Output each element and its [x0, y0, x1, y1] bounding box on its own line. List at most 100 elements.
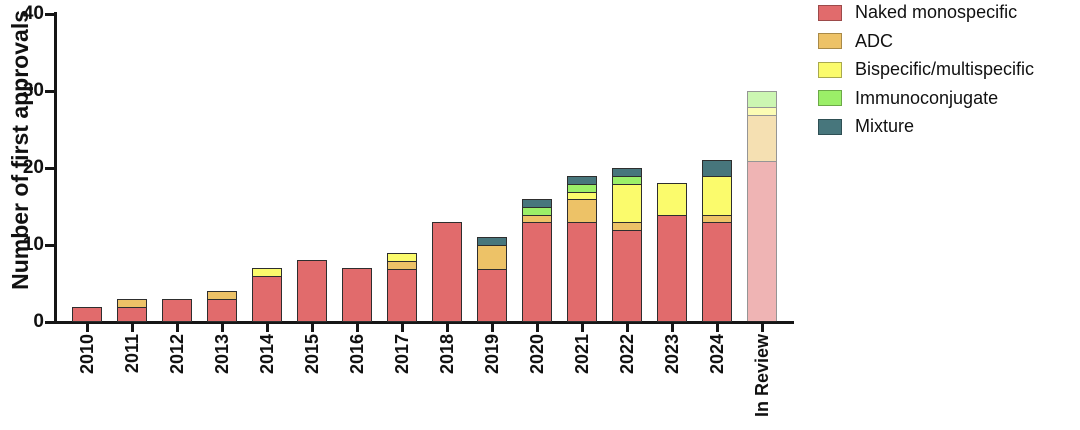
bar-2021: [567, 175, 597, 324]
bar-segment-naked-monospecific: [342, 268, 372, 322]
legend-label: Naked monospecific: [855, 2, 1018, 22]
x-tick: [670, 322, 674, 332]
bar-segment-naked-monospecific: [612, 229, 642, 322]
x-tick: [400, 322, 404, 332]
legend-label: Bispecific/multispecific: [855, 59, 1035, 79]
bar-segment-naked-monospecific: [252, 275, 282, 322]
bar-segment-naked-monospecific: [207, 298, 237, 322]
bar-segment-bispecific-multispecific: [702, 175, 732, 216]
legend-swatch-icon: [818, 118, 842, 135]
bar-segment-bispecific-multispecific: [387, 252, 417, 262]
bar-segment-mixture: [612, 168, 642, 178]
y-tick-label: 0: [33, 311, 44, 332]
bar-2015: [297, 260, 327, 323]
x-label-2017: 2017: [392, 334, 412, 375]
x-label-2019: 2019: [482, 334, 502, 375]
bar-2010: [72, 306, 102, 324]
y-tick: [44, 320, 55, 324]
bar-segment-naked-monospecific: [162, 298, 192, 322]
bar-2023: [657, 183, 687, 323]
bar-segment-adc: [477, 244, 507, 270]
y-tick-label: 20: [22, 157, 44, 178]
bar-segment-adc: [117, 298, 147, 309]
y-tick: [44, 243, 55, 247]
legend-item-adc: ADC: [818, 30, 1034, 51]
bar-segment-naked-monospecific: [117, 306, 147, 322]
x-tick: [355, 322, 359, 332]
x-tick: [310, 322, 314, 332]
y-axis-line: [54, 12, 57, 324]
bar-2019: [477, 237, 507, 323]
x-tick: [265, 322, 269, 332]
bar-segment-naked-monospecific: [522, 221, 552, 322]
legend-swatch-icon: [818, 33, 842, 49]
legend: Naked monospecific ADC Bispecific/multispe…: [818, 3, 1034, 136]
x-label-2014: 2014: [257, 334, 277, 375]
x-tick: [130, 322, 134, 332]
bar-segment-bispecific-multispecific: [657, 183, 687, 216]
bar-segment-bispecific-multispecific: [612, 183, 642, 224]
x-label-2016: 2016: [347, 334, 367, 375]
x-label-in-review: In Review: [752, 334, 772, 418]
bar-2016: [342, 268, 372, 323]
x-label-2022: 2022: [617, 334, 637, 375]
x-tick: [580, 322, 584, 332]
bar-segment-naked-monospecific: [72, 306, 102, 322]
bar-segment-mixture: [702, 160, 732, 178]
x-tick: [445, 322, 449, 332]
x-tick: [535, 322, 539, 332]
bar-segment-mixture: [477, 237, 507, 247]
bar-segment-naked-monospecific: [747, 160, 777, 322]
legend-swatch-icon: [818, 4, 842, 21]
x-label-2023: 2023: [662, 334, 682, 375]
legend-item-mixture: Mixture: [818, 117, 1034, 136]
bar-segment-naked-monospecific: [432, 221, 462, 322]
bar-in-review: [747, 91, 777, 324]
bar-2013: [207, 291, 237, 323]
bar-segment-naked-monospecific: [567, 221, 597, 322]
bar-2014: [252, 268, 282, 323]
y-tick: [44, 12, 55, 16]
bar-segment-naked-monospecific: [702, 221, 732, 322]
y-tick: [44, 166, 55, 170]
x-tick: [760, 322, 764, 332]
legend-label: Mixture: [855, 116, 915, 136]
x-tick: [490, 322, 494, 332]
y-tick-label: 40: [22, 3, 44, 24]
bar-2011: [117, 298, 147, 324]
x-label-2024: 2024: [707, 334, 727, 375]
legend-label: ADC: [855, 30, 894, 51]
bar-segment-mixture: [522, 198, 552, 208]
x-tick: [175, 322, 179, 332]
x-label-2012: 2012: [167, 334, 187, 375]
y-tick: [44, 89, 55, 93]
bar-segment-naked-monospecific: [297, 260, 327, 322]
x-tick: [625, 322, 629, 332]
legend-swatch-icon: [818, 90, 842, 106]
x-label-2021: 2021: [572, 334, 592, 375]
bar-segment-mixture: [567, 175, 597, 185]
bar-segment-immunoconjugate: [747, 91, 777, 108]
bar-2020: [522, 198, 552, 324]
bar-segment-naked-monospecific: [387, 268, 417, 322]
legend-item-naked-monospecific: Naked monospecific: [818, 3, 1034, 22]
y-tick-label: 10: [22, 234, 44, 255]
legend-item-immunoconjugate: Immunoconjugate: [818, 87, 1034, 108]
x-label-2015: 2015: [302, 334, 322, 375]
bar-segment-adc: [207, 291, 237, 301]
x-label-2018: 2018: [437, 334, 457, 375]
bar-segment-adc: [567, 198, 597, 224]
x-tick: [220, 322, 224, 332]
bar-segment-naked-monospecific: [657, 214, 687, 322]
bar-2024: [702, 160, 732, 323]
bar-segment-adc: [747, 114, 777, 162]
x-tick: [715, 322, 719, 332]
x-label-2020: 2020: [527, 334, 547, 375]
bar-2012: [162, 298, 192, 324]
legend-label: Immunoconjugate: [855, 87, 999, 108]
bar-2017: [387, 252, 417, 324]
x-axis-line: [54, 320, 794, 324]
legend-item-bispecific-multispecific: Bispecific/multispecific: [818, 60, 1034, 79]
bar-segment-bispecific-multispecific: [252, 268, 282, 278]
